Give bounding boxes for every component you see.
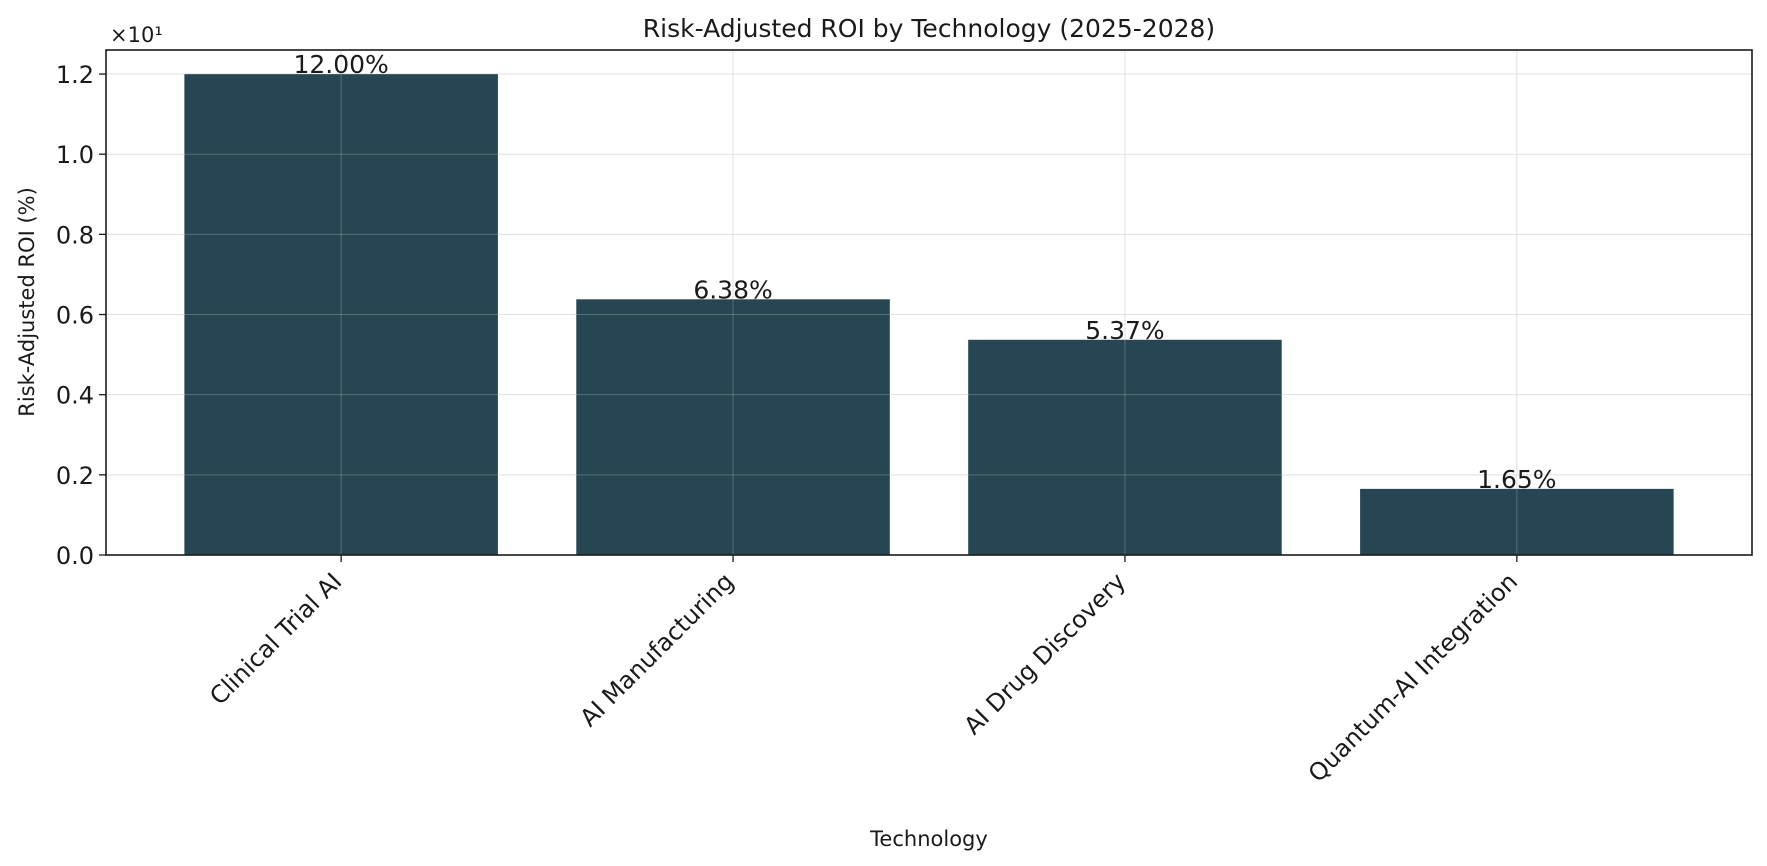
y-tick-label: 0.6 [56,302,94,330]
bars-layer [184,74,1674,556]
bar [968,339,1282,555]
y-tick-label: 1.0 [56,141,94,169]
y-axis-label: Risk-Adjusted ROI (%) [15,187,39,417]
y-tick-label: 0.2 [56,462,94,490]
bar-value-label: 5.37% [1085,316,1164,345]
x-tick-label: Quantum-AI Integration [1303,567,1523,787]
chart-title: Risk-Adjusted ROI by Technology (2025-20… [643,14,1215,43]
bar-value-label: 6.38% [693,275,772,304]
y-tick-label: 0.8 [56,221,94,249]
bar-value-label: 12.00% [293,50,388,79]
ticks-layer [99,73,1518,562]
bar-value-label: 1.65% [1477,465,1556,494]
bar [576,299,890,555]
y-tick-label: 1.2 [56,61,94,89]
plot-frame [105,49,1753,556]
x-tick-label: AI Drug Discovery [959,567,1132,740]
x-tick-label: AI Manufacturing [575,567,740,732]
bar [184,74,498,556]
y-axis-multiplier: ×10¹ [110,23,163,47]
y-tick-label: 0.4 [56,382,94,410]
y-tick-label: 0.0 [56,542,94,570]
x-axis-label: Technology [869,827,988,851]
bar [1360,488,1674,555]
x-tick-label: Clinical Trial AI [204,567,347,710]
